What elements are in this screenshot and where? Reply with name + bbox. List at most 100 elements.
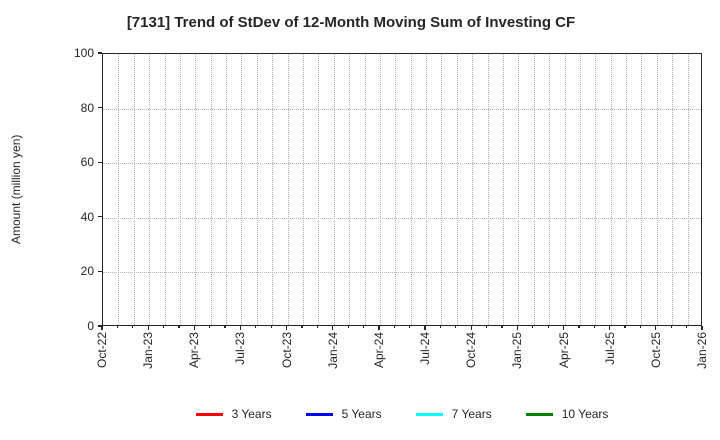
legend-label-3-years: 3 Years [231, 407, 272, 421]
h-gridline [103, 108, 701, 110]
x-tick-major [655, 326, 657, 330]
y-tick-label: 80 [80, 100, 94, 115]
v-gridline [364, 54, 366, 325]
x-tick-major [101, 326, 103, 330]
legend-item-3-years: 3 Years [195, 407, 272, 421]
v-gridline [472, 54, 474, 325]
v-gridline [487, 54, 489, 325]
v-gridline [626, 54, 628, 325]
legend-label-10-years: 10 Years [561, 407, 609, 421]
x-tick-major [562, 326, 565, 330]
v-gridline [441, 54, 443, 325]
v-gridline [133, 54, 135, 325]
v-gridline [241, 54, 243, 325]
x-tick-major [609, 326, 611, 330]
v-gridline [656, 54, 658, 325]
x-tick-major [516, 326, 518, 330]
x-tick-minor [316, 326, 318, 328]
v-gridline [256, 54, 258, 325]
v-gridline [210, 54, 212, 325]
x-tick-minor [362, 326, 365, 328]
y-tick [98, 52, 102, 54]
h-gridline [103, 272, 701, 274]
x-tick-minor [270, 326, 272, 328]
v-gridline [349, 54, 351, 325]
x-tick-minor [162, 326, 165, 328]
x-tick-label: Jan-24 [325, 332, 340, 369]
x-tick-label: Jan-26 [695, 332, 709, 369]
x-tick-label: Apr-25 [556, 332, 571, 369]
v-gridline [303, 54, 304, 325]
x-tick-major [147, 326, 149, 330]
v-gridline [533, 54, 535, 325]
x-tick-label: Oct-24 [464, 332, 479, 369]
x-tick-minor [116, 326, 118, 328]
x-tick-label: Oct-23 [279, 332, 294, 369]
x-tick-minor [132, 326, 134, 328]
v-gridline [195, 54, 197, 325]
legend-item-7-years: 7 Years [415, 407, 492, 421]
y-tick-label: 60 [80, 155, 94, 170]
v-gridline [426, 54, 428, 325]
y-axis-label: Amount (million yen) [9, 134, 23, 245]
x-tick-minor [393, 326, 395, 328]
y-tick [98, 216, 102, 218]
x-tick-minor [686, 326, 688, 328]
x-tick-label: Jan-25 [510, 332, 525, 369]
v-gridline [318, 54, 320, 325]
x-tick-major [470, 326, 472, 330]
y-tick-label: 100 [73, 46, 94, 60]
x-tick-major [332, 326, 334, 330]
x-tick-minor [639, 326, 642, 328]
x-tick-major [239, 326, 242, 330]
x-tick-minor [224, 326, 226, 328]
y-tick [98, 325, 102, 327]
v-gridline [395, 54, 397, 325]
v-gridline [179, 54, 181, 325]
v-gridline [164, 54, 166, 325]
x-tick-minor [670, 326, 672, 328]
legend-item-5-years: 5 Years [305, 407, 382, 421]
legend-swatch-10-years [525, 412, 553, 416]
v-gridline [579, 54, 581, 325]
x-tick-minor [578, 326, 580, 328]
y-tick [98, 270, 102, 272]
v-gridline [610, 54, 612, 325]
v-gridline [456, 54, 458, 325]
x-tick-label: Apr-23 [187, 332, 202, 369]
x-tick-minor [178, 326, 180, 328]
x-tick-label: Jul-24 [418, 332, 433, 365]
v-gridline [149, 54, 151, 325]
x-tick-major [424, 326, 426, 330]
legend-swatch-5-years [305, 412, 333, 416]
plot-area [102, 53, 702, 326]
x-tick-major [378, 326, 380, 330]
v-gridline [410, 54, 412, 325]
v-gridline [672, 54, 674, 325]
v-gridline [287, 54, 289, 325]
x-tick-minor [209, 326, 211, 328]
v-gridline [549, 54, 551, 325]
x-tick-label: Jul-23 [233, 332, 248, 365]
y-tick-label: 0 [87, 319, 94, 333]
x-tick-label: Apr-24 [371, 332, 386, 369]
x-tick-label: Oct-22 [95, 332, 109, 369]
legend-swatch-7-years [415, 412, 443, 416]
chart-title: [7131] Trend of StDev of 12-Month Moving… [126, 14, 576, 31]
v-gridline [518, 54, 520, 325]
v-gridline [503, 54, 504, 325]
x-tick-label: Oct-25 [648, 332, 663, 369]
v-gridline [226, 54, 228, 325]
v-gridline [641, 54, 643, 325]
x-tick-minor [532, 326, 534, 328]
v-gridline [595, 54, 597, 325]
x-tick-major [701, 326, 703, 330]
x-tick-minor [501, 326, 503, 328]
legend-label-7-years: 7 Years [451, 407, 492, 421]
y-tick-label: 40 [80, 209, 94, 224]
x-tick-minor [409, 326, 411, 328]
x-tick-label: Jan-23 [141, 332, 156, 369]
v-gridline [272, 54, 274, 325]
y-tick [98, 107, 102, 109]
